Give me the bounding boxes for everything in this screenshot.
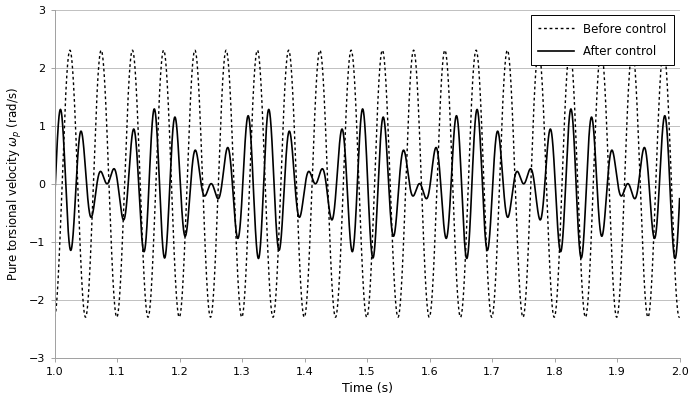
Before control [51, 314, 59, 319]
Before control [548, 294, 556, 299]
X-axis label: Time (s): Time (s) [341, 383, 393, 395]
Y-axis label: Pure torsional velocity $\omega_p$ (rad/s): Pure torsional velocity $\omega_p$ (rad/… [6, 87, 24, 281]
Before control [82, 314, 90, 319]
After control [51, 196, 59, 201]
Before control [675, 314, 684, 319]
After control [548, 130, 556, 134]
After control [82, 175, 90, 180]
After control [448, 169, 456, 174]
Before control [347, 48, 355, 53]
Before control [277, 180, 285, 184]
Before control [448, 159, 456, 164]
Line: Before control: Before control [55, 50, 679, 317]
Before control [514, 255, 523, 260]
After control [463, 256, 471, 261]
Legend: Before control, After control: Before control, After control [532, 16, 674, 65]
After control [277, 238, 285, 243]
Before control [362, 315, 371, 320]
Line: After control: After control [55, 109, 679, 259]
After control [514, 170, 523, 174]
After control [675, 196, 684, 201]
After control [358, 107, 366, 111]
Before control [421, 260, 429, 265]
After control [421, 193, 429, 198]
